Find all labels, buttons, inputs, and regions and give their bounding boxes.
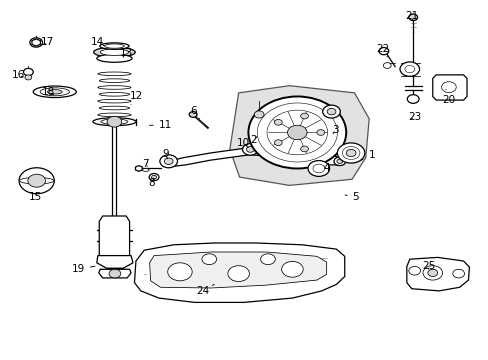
- Text: 9: 9: [162, 149, 168, 159]
- Circle shape: [383, 63, 390, 68]
- Text: 10: 10: [237, 138, 249, 148]
- Ellipse shape: [97, 54, 132, 62]
- Circle shape: [422, 266, 442, 280]
- Ellipse shape: [101, 119, 127, 125]
- Ellipse shape: [100, 49, 128, 55]
- Ellipse shape: [94, 47, 135, 57]
- Circle shape: [149, 174, 159, 181]
- Text: 22: 22: [375, 44, 388, 57]
- Ellipse shape: [20, 177, 54, 184]
- Text: 5: 5: [345, 192, 359, 202]
- Text: 7: 7: [142, 159, 149, 169]
- Circle shape: [254, 111, 264, 118]
- Polygon shape: [99, 216, 129, 256]
- Circle shape: [346, 149, 355, 157]
- Text: 20: 20: [442, 89, 454, 105]
- Polygon shape: [134, 243, 344, 302]
- Circle shape: [227, 266, 249, 282]
- Text: 2: 2: [249, 135, 257, 145]
- Polygon shape: [168, 147, 341, 166]
- Circle shape: [408, 266, 420, 275]
- Circle shape: [408, 14, 417, 21]
- Text: 15: 15: [28, 192, 42, 202]
- Circle shape: [167, 263, 192, 281]
- Circle shape: [316, 130, 324, 135]
- Ellipse shape: [47, 90, 62, 94]
- Polygon shape: [97, 256, 133, 268]
- Text: 8: 8: [148, 178, 155, 188]
- Text: 18: 18: [42, 87, 56, 97]
- Circle shape: [337, 143, 364, 163]
- Circle shape: [260, 254, 275, 265]
- Circle shape: [30, 38, 42, 47]
- Circle shape: [19, 168, 54, 194]
- Circle shape: [322, 105, 340, 118]
- Text: 4: 4: [323, 163, 329, 174]
- Circle shape: [28, 174, 45, 187]
- Text: 14: 14: [91, 37, 104, 48]
- Circle shape: [246, 147, 254, 152]
- Polygon shape: [149, 252, 326, 288]
- Circle shape: [274, 140, 282, 145]
- Circle shape: [164, 158, 173, 165]
- Circle shape: [25, 75, 32, 80]
- Text: 23: 23: [407, 112, 421, 122]
- Text: 24: 24: [196, 284, 214, 296]
- Circle shape: [107, 116, 122, 127]
- Text: 21: 21: [404, 11, 418, 21]
- Circle shape: [242, 144, 258, 155]
- Circle shape: [151, 175, 156, 179]
- Circle shape: [452, 269, 464, 278]
- Text: 6: 6: [189, 106, 199, 119]
- Circle shape: [189, 112, 197, 117]
- Text: 3: 3: [331, 125, 338, 135]
- Circle shape: [160, 155, 177, 168]
- Ellipse shape: [100, 43, 129, 49]
- Circle shape: [300, 146, 308, 152]
- Circle shape: [23, 68, 33, 76]
- Text: 17: 17: [41, 37, 55, 48]
- Text: 12: 12: [129, 91, 142, 104]
- Circle shape: [427, 269, 437, 276]
- Polygon shape: [229, 86, 368, 185]
- Text: 16: 16: [12, 70, 25, 80]
- Polygon shape: [135, 166, 142, 171]
- Ellipse shape: [33, 86, 76, 98]
- Polygon shape: [432, 75, 466, 100]
- Ellipse shape: [142, 168, 149, 171]
- Circle shape: [378, 48, 388, 55]
- Circle shape: [202, 254, 216, 265]
- Circle shape: [109, 269, 121, 278]
- Text: 1: 1: [360, 150, 374, 160]
- Text: 25: 25: [422, 261, 435, 271]
- Text: 13: 13: [119, 48, 133, 58]
- Polygon shape: [32, 39, 41, 46]
- Ellipse shape: [104, 44, 124, 48]
- Ellipse shape: [40, 88, 69, 96]
- Circle shape: [274, 120, 282, 125]
- Text: 11: 11: [149, 120, 172, 130]
- Text: 19: 19: [71, 264, 95, 274]
- Circle shape: [281, 261, 303, 277]
- Circle shape: [407, 95, 418, 103]
- Circle shape: [336, 159, 342, 163]
- Circle shape: [333, 157, 345, 166]
- Ellipse shape: [93, 118, 136, 126]
- Circle shape: [307, 161, 329, 176]
- Circle shape: [399, 62, 419, 76]
- Polygon shape: [99, 269, 131, 278]
- Circle shape: [287, 125, 306, 140]
- Circle shape: [300, 113, 308, 119]
- Circle shape: [248, 96, 346, 168]
- Circle shape: [326, 108, 335, 115]
- Polygon shape: [406, 257, 468, 291]
